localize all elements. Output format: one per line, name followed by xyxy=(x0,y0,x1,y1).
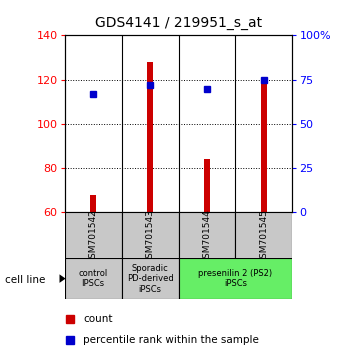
Bar xyxy=(147,62,153,212)
Bar xyxy=(178,258,292,299)
Text: GSM701543: GSM701543 xyxy=(146,209,154,264)
Bar xyxy=(122,258,178,299)
Bar xyxy=(204,159,210,212)
Bar xyxy=(65,212,122,260)
Text: GDS4141 / 219951_s_at: GDS4141 / 219951_s_at xyxy=(95,16,262,30)
Bar xyxy=(236,212,292,260)
Text: presenilin 2 (PS2)
iPSCs: presenilin 2 (PS2) iPSCs xyxy=(198,269,273,289)
Text: GSM701542: GSM701542 xyxy=(89,209,98,264)
Text: GSM701545: GSM701545 xyxy=(259,209,268,264)
Bar xyxy=(122,212,178,260)
Text: Sporadic
PD-derived
iPSCs: Sporadic PD-derived iPSCs xyxy=(126,264,173,294)
Bar xyxy=(178,212,235,260)
Text: percentile rank within the sample: percentile rank within the sample xyxy=(83,335,259,345)
Text: count: count xyxy=(83,314,113,324)
Polygon shape xyxy=(59,274,66,283)
Text: cell line: cell line xyxy=(5,275,46,285)
Bar xyxy=(90,195,97,212)
Text: GSM701544: GSM701544 xyxy=(203,209,211,264)
Text: control
IPSCs: control IPSCs xyxy=(79,269,108,289)
Bar xyxy=(260,80,267,212)
Bar xyxy=(65,258,122,299)
